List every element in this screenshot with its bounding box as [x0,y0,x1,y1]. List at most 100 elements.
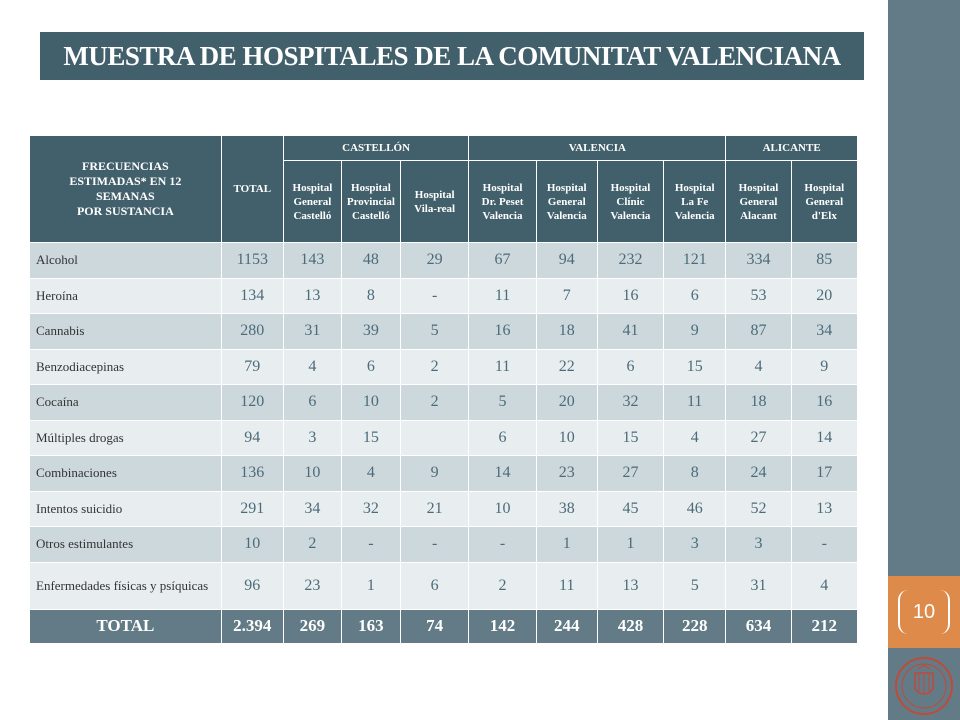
table-cell: 22 [535,348,598,385]
total-cell: 428 [596,608,665,644]
row-label: Otros estimulantes [29,526,222,563]
table-cell: 2 [282,526,342,563]
table-cell: 67 [468,242,537,279]
table-cell: - [468,526,537,563]
table-cell: 6 [340,348,401,385]
table-cell: 85 [790,242,859,279]
title-bar: MUESTRA DE HOSPITALES DE LA COMUNITAT VA… [40,32,864,80]
table-cell: 4 [790,561,859,610]
table-cell: 6 [663,277,727,314]
table-cell: 1153 [220,242,284,279]
table-cell: 143 [282,242,342,279]
table-cell: - [340,526,401,563]
hospital-header: Hospital La Fe Valencia [663,160,727,243]
table-cell: 14 [790,419,859,456]
table-cell: 96 [220,561,284,610]
table-row: Cannabis 280 31 39 5 16 18 41 9 87 34 [29,313,859,350]
table-cell: 3 [663,526,727,563]
province-header-castellon: CASTELLÓN [282,135,470,161]
table-cell: 23 [535,455,598,492]
table-cell: 6 [399,561,470,610]
table-cell: 13 [282,277,342,314]
row-label: Alcohol [29,242,222,279]
hospital-header: Hospital Provincial Castelló [340,160,401,243]
table-cell: 11 [535,561,598,610]
total-cell: 212 [790,608,859,644]
total-cell: 228 [663,608,727,644]
table-cell: 15 [340,419,401,456]
row-label: Intentos suicidio [29,490,222,527]
table-cell: 21 [399,490,470,527]
table-cell: 24 [725,455,792,492]
table-cell: 27 [596,455,665,492]
table-cell: 4 [340,455,401,492]
table-cell: 1 [535,526,598,563]
table-cell: 3 [282,419,342,456]
hospital-frequency-table: FRECUENCIAS ESTIMADAS* EN 12 SEMANAS POR… [29,135,859,644]
table-cell: 9 [399,455,470,492]
table-cell: 10 [340,384,401,421]
table-cell: 87 [725,313,792,350]
generalitat-seal-icon [895,657,953,715]
table-cell: 53 [725,277,792,314]
row-label: Benzodiacepinas [29,348,222,385]
total-cell: 634 [725,608,792,644]
hospital-header: Hospital Dr. Peset Valencia [468,160,537,243]
table-cell: 20 [790,277,859,314]
table-row: Múltiples drogas 94 3 15 6 10 15 4 27 14 [29,419,859,456]
row-label: Cocaína [29,384,222,421]
table-cell: 10 [282,455,342,492]
page-title: MUESTRA DE HOSPITALES DE LA COMUNITAT VA… [63,40,841,71]
row-label: Combinaciones [29,455,222,492]
table-cell: 334 [725,242,792,279]
table-cell: 11 [468,277,537,314]
total-cell: 74 [399,608,470,644]
hospital-header: Hospital General Valencia [535,160,598,243]
total-cell: 2.394 [220,608,284,644]
table-cell: 38 [535,490,598,527]
page-number: 10 [898,590,950,634]
table-cell: 23 [282,561,342,610]
table-cell: 6 [468,419,537,456]
table-row: Otros estimulantes 10 2- - -1 1 3 3- [29,526,859,563]
table-row: Enfermedades físicas y psíquicas 96 23 1 6 2 1… [29,561,859,610]
table-cell: 79 [220,348,284,385]
table-cell: 7 [535,277,598,314]
table-cell: 11 [663,384,727,421]
table-cell: 18 [535,313,598,350]
table-cell: 9 [790,348,859,385]
table-cell: 4 [282,348,342,385]
table-cell: 31 [282,313,342,350]
table-cell: 10 [468,490,537,527]
table-cell: 4 [663,419,727,456]
table-cell: 6 [596,348,665,385]
table-cell: 27 [725,419,792,456]
row-label: Enfermedades físicas y psíquicas [29,561,222,610]
table-cell: 1 [596,526,665,563]
table-cell: 3 [725,526,792,563]
table-cell: 291 [220,490,284,527]
table-cell: 5 [399,313,470,350]
row-label: Cannabis [29,313,222,350]
table-row: Combinaciones 136 10 4 9 14 23 27 8 24 17 [29,455,859,492]
table-cell: 16 [790,384,859,421]
table-cell: 16 [468,313,537,350]
table-cell: 5 [663,561,727,610]
total-header: TOTAL [220,135,284,243]
table-cell: 232 [596,242,665,279]
total-cell: 142 [468,608,537,644]
table-cell: 10 [535,419,598,456]
table-cell: 94 [535,242,598,279]
table-cell: 1 [340,561,401,610]
table-cell: 32 [340,490,401,527]
hospital-header: Hospital General d'Elx [790,160,859,243]
table-cell: 2 [468,561,537,610]
table-cell: 16 [596,277,665,314]
table-cell: 2 [399,348,470,385]
table-cell: 20 [535,384,598,421]
table-cell: 34 [282,490,342,527]
table-cell: 280 [220,313,284,350]
table-cell: - [399,526,470,563]
table-cell: 4 [725,348,792,385]
table-cell [399,419,470,456]
